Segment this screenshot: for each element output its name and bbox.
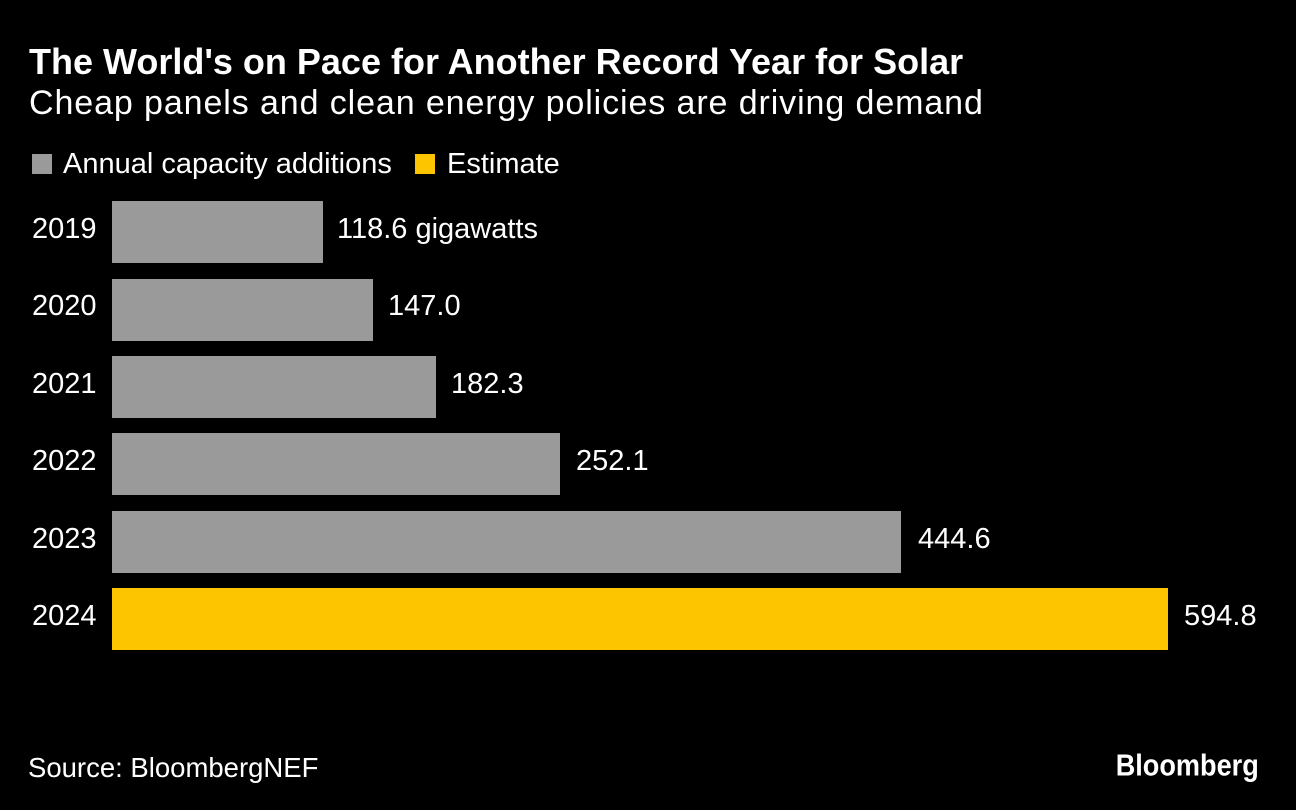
svg-text:Bloomberg: Bloomberg [1116, 749, 1259, 783]
